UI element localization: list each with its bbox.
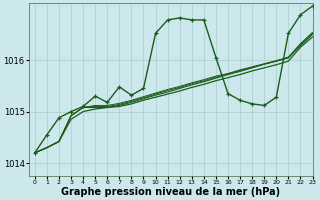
X-axis label: Graphe pression niveau de la mer (hPa): Graphe pression niveau de la mer (hPa)	[61, 187, 280, 197]
